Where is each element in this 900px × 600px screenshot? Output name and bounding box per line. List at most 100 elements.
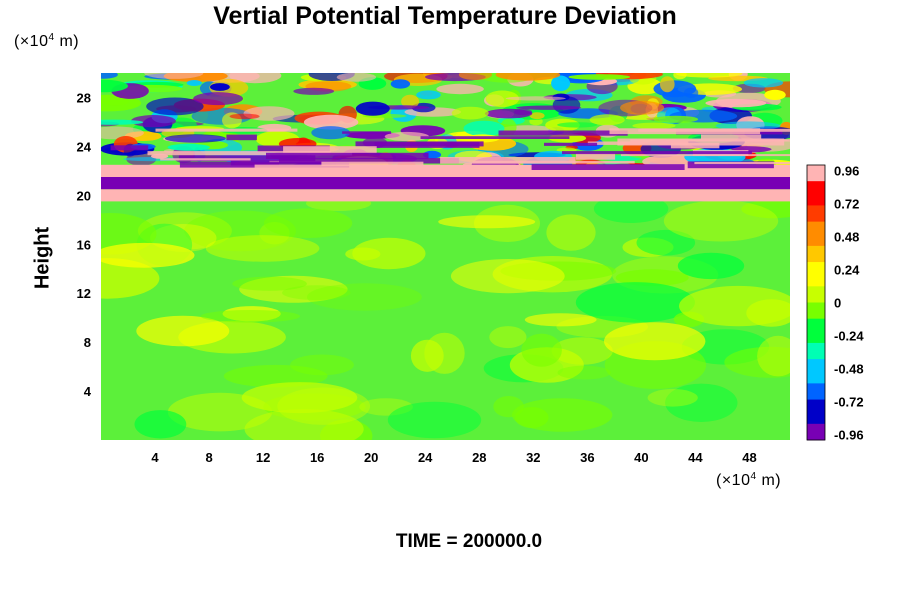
colorbar-label: -0.72	[834, 395, 864, 410]
field-streak	[687, 161, 774, 169]
x-tick-label: 12	[256, 450, 270, 465]
field-patch	[410, 339, 444, 372]
field-band	[101, 189, 790, 202]
field-streak	[419, 164, 516, 171]
colorbar-frame	[806, 164, 826, 441]
field-patch	[186, 80, 202, 86]
colorbar-label: -0.96	[834, 428, 864, 443]
field-streak	[160, 158, 251, 161]
field-patch	[485, 90, 520, 108]
x-tick-label: 16	[310, 450, 324, 465]
field-patch	[416, 90, 441, 100]
colorbar-swatch	[807, 181, 825, 190]
field-patch	[390, 79, 411, 89]
field-patch	[505, 96, 566, 101]
colorbar-swatch	[807, 367, 825, 376]
field-patch	[101, 126, 144, 140]
field-patch	[620, 100, 665, 115]
colorbar-swatch	[807, 334, 825, 344]
field-streak	[630, 139, 790, 142]
field-patch	[241, 382, 358, 414]
x-tick-label: 36	[580, 450, 594, 465]
field-patch	[546, 214, 596, 251]
field-patch	[589, 114, 625, 126]
field-patch	[568, 74, 631, 80]
colorbar-swatch	[807, 189, 825, 198]
colorbar-swatch	[807, 270, 825, 279]
colorbar-swatch	[807, 237, 825, 247]
colorbar-label: 0.48	[834, 230, 859, 245]
colorbar-label: 0.24	[834, 263, 860, 278]
x-tick-label: 20	[364, 450, 378, 465]
field-patch	[489, 326, 527, 349]
field-patch	[101, 73, 118, 79]
field-streak	[178, 155, 316, 162]
colorbar-swatch	[807, 221, 825, 231]
field-patch	[632, 122, 676, 129]
plot-area	[101, 73, 790, 440]
x-axis-ticks: 4 8 12 16 20 24 28 32 36 40 44 48	[151, 450, 756, 465]
colorbar-swatch	[807, 205, 825, 214]
lower-field-region	[101, 194, 790, 440]
y-axis-ticks: 4 8 12 16 20 24 28	[77, 91, 92, 400]
field-patch	[741, 200, 790, 219]
field-patch	[101, 242, 195, 268]
x-tick-label: 8	[205, 450, 212, 465]
field-patch	[715, 121, 781, 131]
y-tick-label: 24	[77, 139, 92, 154]
colorbar-label: -0.48	[834, 362, 864, 377]
field-patch	[137, 212, 232, 250]
field-streak	[544, 142, 598, 146]
x-tick-label: 4	[151, 450, 159, 465]
field-patch	[205, 235, 320, 262]
colorbar-swatch	[807, 262, 825, 271]
field-patch	[524, 313, 597, 327]
colorbar-swatch	[807, 173, 825, 182]
colorbar-swatch	[807, 213, 825, 223]
tropopause-band	[101, 128, 790, 202]
field-patch	[604, 322, 706, 361]
field-patch	[660, 76, 675, 93]
colorbar-swatch	[807, 407, 825, 417]
colorbar-swatch	[807, 165, 825, 174]
field-patch	[345, 247, 381, 261]
field-patch	[311, 126, 351, 140]
field-patch	[134, 410, 187, 439]
field-streak	[420, 136, 570, 139]
field-patch	[282, 285, 351, 301]
field-patch	[521, 333, 562, 367]
x-tick-label: 32	[526, 450, 540, 465]
field-streak	[283, 146, 377, 154]
field-streak	[701, 134, 762, 140]
field-streak	[179, 161, 350, 168]
colorbar	[806, 164, 826, 441]
colorbar-swatch	[807, 302, 825, 311]
field-streak	[440, 157, 576, 164]
field-streak	[575, 153, 616, 160]
field-patch	[239, 275, 348, 303]
field-patch	[724, 346, 790, 378]
field-band	[101, 177, 790, 190]
field-patch	[458, 73, 492, 80]
field-streak	[617, 138, 785, 146]
field-patch	[438, 215, 536, 229]
colorbar-swatch	[807, 359, 825, 368]
field-patch	[164, 134, 226, 143]
field-patch	[575, 282, 696, 323]
colorbar-swatch	[807, 383, 825, 392]
field-patch	[401, 94, 420, 109]
field-patch	[743, 78, 784, 88]
field-patch	[647, 389, 698, 407]
field-patch	[679, 285, 790, 327]
field-patch	[529, 112, 545, 120]
colorbar-swatch	[807, 375, 825, 384]
field-streak	[147, 151, 332, 156]
colorbar-label: 0.96	[834, 164, 859, 179]
field-streak	[670, 142, 720, 149]
field-patch	[593, 194, 669, 223]
colorbar-swatch	[807, 197, 825, 206]
field-patch	[303, 114, 359, 130]
y-tick-label: 12	[77, 286, 91, 301]
colorbar-swatch	[807, 286, 825, 295]
